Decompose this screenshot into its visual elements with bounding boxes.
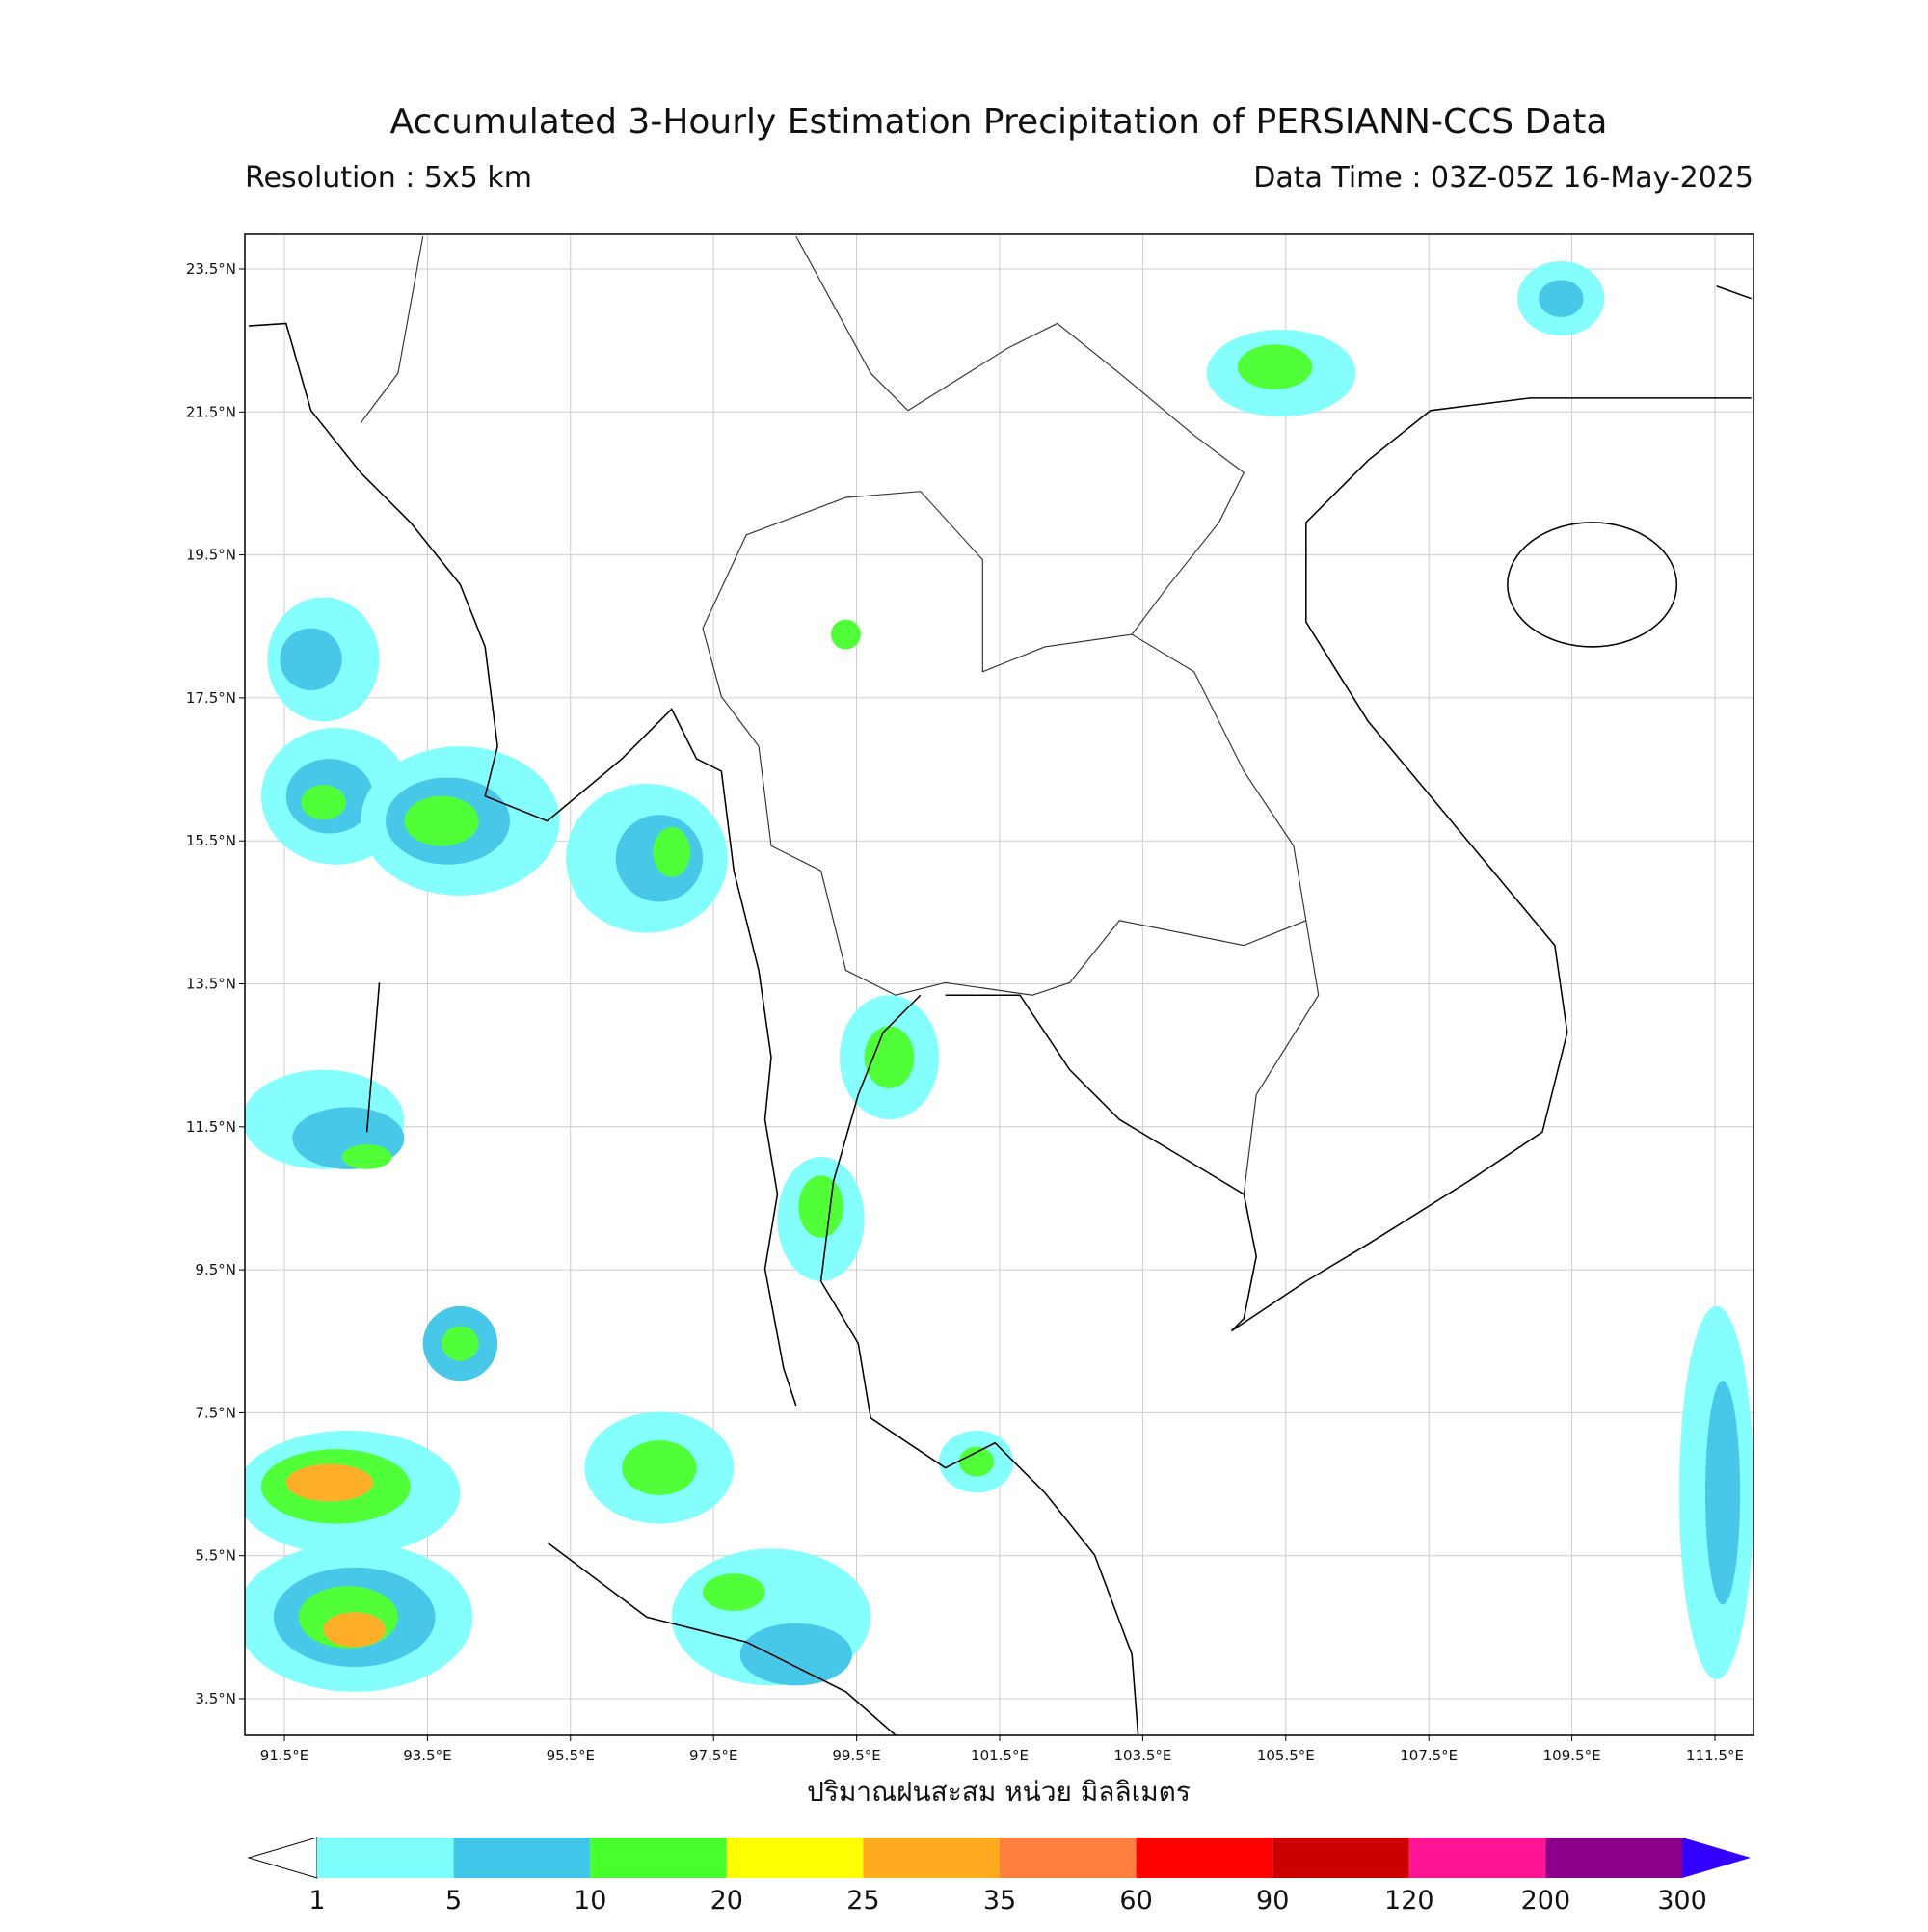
lon-tick-label: 97.5°E bbox=[689, 1747, 737, 1764]
lat-tick-label: 5.5°N bbox=[195, 1547, 236, 1565]
title: Accumulated 3-Hourly Estimation Precipit… bbox=[390, 102, 1608, 142]
lat-tick-label: 9.5°N bbox=[195, 1261, 236, 1278]
colorbar: 1 5 10 20 25 35 60 90 120 200 300 bbox=[247, 1837, 1751, 1916]
colorbar-box bbox=[317, 1838, 454, 1878]
colorbar-box bbox=[1000, 1838, 1137, 1878]
colorbar-label: 300 bbox=[1657, 1886, 1707, 1916]
colorbar-label: 10 bbox=[574, 1886, 606, 1916]
lat-tick-label: 3.5°N bbox=[195, 1690, 236, 1707]
data-time: Data Time : 03Z-05Z 16-May-2025 bbox=[1253, 161, 1754, 195]
borders bbox=[360, 235, 1320, 1194]
map bbox=[245, 235, 1754, 1735]
colorbar-label: 1 bbox=[308, 1886, 325, 1916]
lon-tick-label: 93.5°E bbox=[403, 1747, 451, 1764]
lat-tick-label: 19.5°N bbox=[186, 547, 236, 564]
colorbar-box bbox=[1408, 1838, 1546, 1878]
coastlines bbox=[249, 285, 1753, 1735]
rain bbox=[245, 260, 1754, 1692]
lon-tick-label: 95.5°E bbox=[547, 1747, 595, 1764]
colorbar-label: 5 bbox=[445, 1886, 462, 1916]
colorbar-under bbox=[247, 1837, 318, 1879]
lat-tick-label: 13.5°N bbox=[186, 976, 236, 993]
lon-tick-label: 103.5°E bbox=[1113, 1747, 1171, 1764]
lon-tick-label: 109.5°E bbox=[1543, 1747, 1601, 1764]
lon-tick-label: 107.5°E bbox=[1400, 1747, 1458, 1764]
lat-tick-label: 23.5°N bbox=[186, 260, 236, 278]
grid bbox=[245, 234, 1754, 1735]
lat-tick-label: 15.5°N bbox=[186, 832, 236, 849]
colorbar-label: 120 bbox=[1384, 1886, 1434, 1916]
colorbar-box bbox=[1545, 1838, 1682, 1878]
colorbar-label: 90 bbox=[1256, 1886, 1289, 1916]
colorbar-label: 60 bbox=[1119, 1886, 1152, 1916]
colorbar-label: 20 bbox=[710, 1886, 743, 1916]
lon-tick-label: 111.5°E bbox=[1686, 1747, 1744, 1764]
colorbar-box bbox=[1272, 1838, 1409, 1878]
x-label: ปริมาณฝนสะสม หน่วย มิลลิเมตร bbox=[807, 1776, 1191, 1808]
lon-tick-label: 105.5°E bbox=[1257, 1747, 1315, 1764]
lat-tick-label: 7.5°N bbox=[195, 1404, 236, 1421]
lon-tick-label: 99.5°E bbox=[832, 1747, 880, 1764]
lat-tick-label: 17.5°N bbox=[186, 689, 236, 707]
lon-tick-label: 101.5°E bbox=[971, 1747, 1029, 1764]
colorbar-box bbox=[863, 1838, 1000, 1878]
colorbar-box bbox=[1136, 1838, 1273, 1878]
colorbar-box bbox=[453, 1838, 591, 1878]
colorbar-over bbox=[1682, 1838, 1751, 1878]
colorbar-label: 25 bbox=[846, 1886, 879, 1916]
lat-tick-label: 21.5°N bbox=[186, 403, 236, 420]
lon-tick-label: 91.5°E bbox=[260, 1747, 308, 1764]
colorbar-label: 35 bbox=[983, 1886, 1016, 1916]
colorbar-box bbox=[726, 1838, 864, 1878]
colorbar-label: 200 bbox=[1521, 1886, 1571, 1916]
colorbar-box bbox=[590, 1838, 727, 1878]
resolution: Resolution : 5x5 km bbox=[245, 161, 532, 195]
lat-tick-label: 11.5°N bbox=[186, 1118, 236, 1136]
